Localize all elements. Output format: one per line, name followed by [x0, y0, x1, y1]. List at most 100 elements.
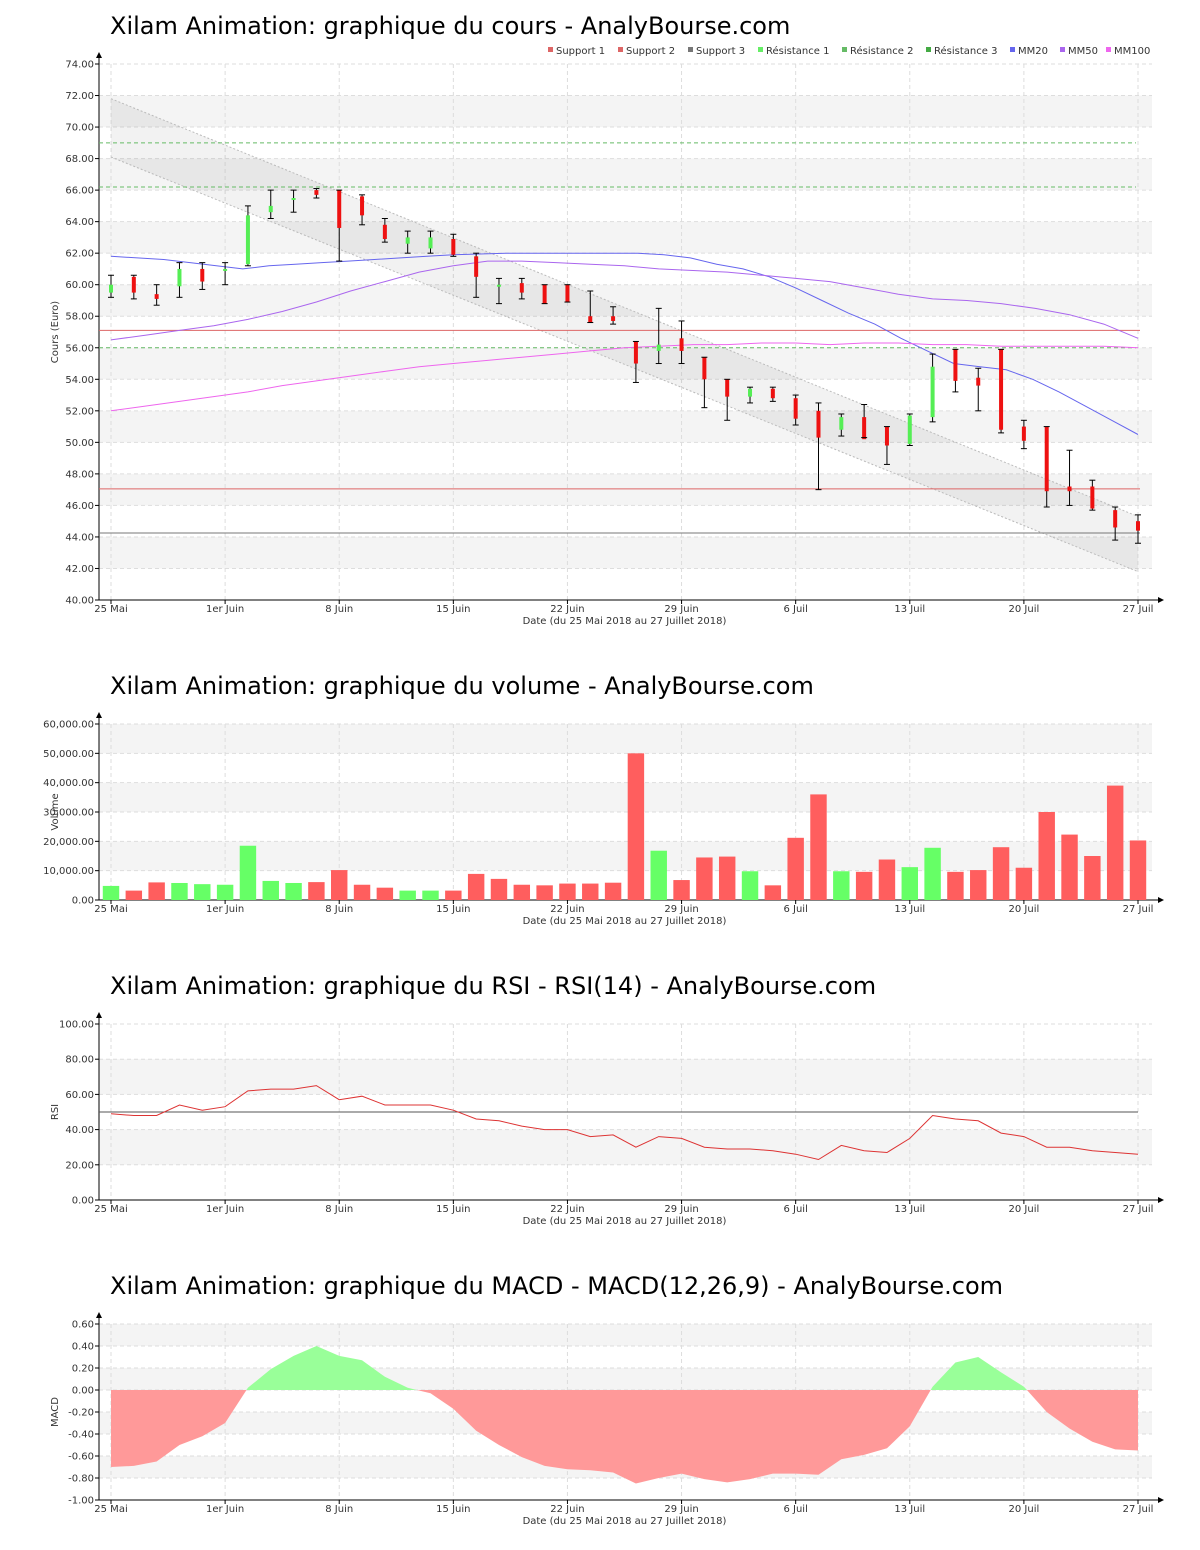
volume-bar: [582, 883, 599, 900]
volume-bar: [285, 882, 302, 900]
x-axis-arrow: [1158, 597, 1164, 603]
candle-body: [291, 198, 296, 200]
legend-swatch: [758, 47, 763, 52]
y-tick-label: 46.00: [65, 501, 94, 512]
y-axis-arrow: [96, 1012, 102, 1018]
legend-label: Résistance 3: [934, 45, 997, 57]
volume-bar: [399, 890, 416, 900]
y-axis-arrow: [96, 52, 102, 58]
candle-body: [428, 237, 433, 249]
volume-bar: [216, 884, 234, 900]
y-tick-label: -0.60: [68, 1452, 94, 1463]
candle-body: [405, 237, 410, 244]
volume-bar: [947, 871, 964, 900]
volume-bar: [855, 871, 873, 900]
candle-body: [519, 283, 524, 293]
candle-body: [1136, 521, 1140, 531]
rsi-line: [110, 1085, 1139, 1161]
candle-body: [337, 190, 342, 228]
volume-bar: [878, 859, 896, 900]
volume-title: Xilam Animation: graphique du volume - A…: [110, 672, 814, 700]
macd-area-negative: [416, 1390, 931, 1484]
candle-body: [1067, 486, 1072, 492]
y-tick-label: 60,000.00: [43, 720, 94, 731]
x-tick-label: 6 Juil: [783, 1504, 807, 1515]
x-axis-label: Date (du 25 Mai 2018 au 27 Juillet 2018): [523, 1216, 727, 1227]
ma-line-mm20: [110, 252, 1139, 435]
x-tick-label: 13 Juil: [894, 1504, 925, 1515]
candle-body: [793, 398, 798, 419]
legend-label: Support 3: [696, 46, 745, 57]
volume-bar: [559, 883, 576, 900]
y-tick-label: 44.00: [65, 532, 94, 543]
candle-body: [999, 349, 1004, 430]
candle-body: [451, 238, 456, 255]
volume-bar: [490, 878, 508, 900]
y-tick-label: 100.00: [59, 1020, 94, 1031]
candle-body: [200, 268, 205, 282]
x-tick-label: 1er Juin: [206, 904, 244, 915]
candle-body: [474, 256, 479, 277]
y-tick-label: 64.00: [65, 217, 94, 228]
volume-bar: [262, 880, 279, 900]
candle-body: [611, 316, 616, 321]
x-tick-label: 27 Juil: [1123, 604, 1154, 615]
y-tick-label: 20,000.00: [43, 837, 94, 848]
y-tick-label: 62.00: [65, 249, 94, 260]
volume-bar: [833, 871, 850, 900]
volume-bar: [102, 885, 120, 900]
y-tick-label: 0.40: [72, 1342, 94, 1353]
x-tick-label: 8 Juin: [325, 904, 353, 915]
volume-bar: [445, 890, 462, 900]
y-tick-label: 54.00: [65, 375, 94, 386]
candle-body: [633, 341, 638, 364]
legend-swatch: [1010, 47, 1015, 52]
y-tick-label: -0.80: [68, 1474, 94, 1485]
x-tick-label: 15 Juin: [436, 904, 470, 915]
legend-label: Résistance 2: [850, 45, 913, 57]
candle-body: [748, 388, 753, 397]
macd-chart: Xilam Animation: graphique du MACD - MAC…: [50, 1272, 1164, 1527]
volume-bar: [924, 847, 941, 900]
y-tick-label: 10,000.00: [43, 866, 94, 877]
candle-body: [360, 196, 365, 216]
y-tick-label: 0.00: [72, 896, 94, 907]
candle-body: [930, 366, 935, 418]
volume-bar: [787, 837, 804, 900]
macd-area-negative: [111, 1390, 247, 1467]
volume-bar: [194, 884, 211, 900]
y-tick-label: 66.00: [65, 186, 94, 197]
volume-chart: Xilam Animation: graphique du volume - A…: [43, 672, 1164, 927]
grid-band: [99, 158, 1152, 191]
x-axis-arrow: [1158, 1497, 1164, 1503]
x-tick-label: 6 Juil: [783, 1204, 807, 1215]
x-tick-label: 22 Juin: [550, 604, 584, 615]
x-axis-label: Date (du 25 Mai 2018 au 27 Juillet 2018): [523, 616, 727, 627]
y-tick-label: 56.00: [65, 343, 94, 354]
y-axis-label: RSI: [50, 1104, 61, 1120]
volume-bar: [901, 867, 918, 900]
candle-body: [884, 426, 889, 446]
volume-bar: [696, 857, 713, 900]
legend-label: Support 2: [626, 46, 675, 57]
candle-body: [109, 284, 113, 293]
y-tick-label: 0.00: [72, 1386, 94, 1397]
x-axis-arrow: [1158, 897, 1164, 903]
volume-bar: [1084, 856, 1101, 900]
grid-band: [99, 1059, 1152, 1095]
ma-line-mm100: [110, 342, 1139, 412]
y-tick-label: 40.00: [65, 596, 94, 607]
volume-bar: [331, 870, 348, 900]
grid-band: [99, 1129, 1152, 1165]
y-tick-label: -0.20: [68, 1408, 94, 1419]
candle-body: [725, 379, 730, 397]
y-tick-label: 68.00: [65, 154, 94, 165]
macd-title: Xilam Animation: graphique du MACD - MAC…: [110, 1272, 1003, 1300]
x-tick-label: 20 Juil: [1009, 604, 1040, 615]
candle-body: [588, 316, 593, 323]
volume-bar: [992, 847, 1010, 900]
legend-swatch: [618, 47, 623, 52]
x-tick-label: 8 Juin: [325, 1504, 353, 1515]
y-tick-label: 48.00: [65, 469, 94, 480]
x-tick-label: 8 Juin: [325, 1204, 353, 1215]
